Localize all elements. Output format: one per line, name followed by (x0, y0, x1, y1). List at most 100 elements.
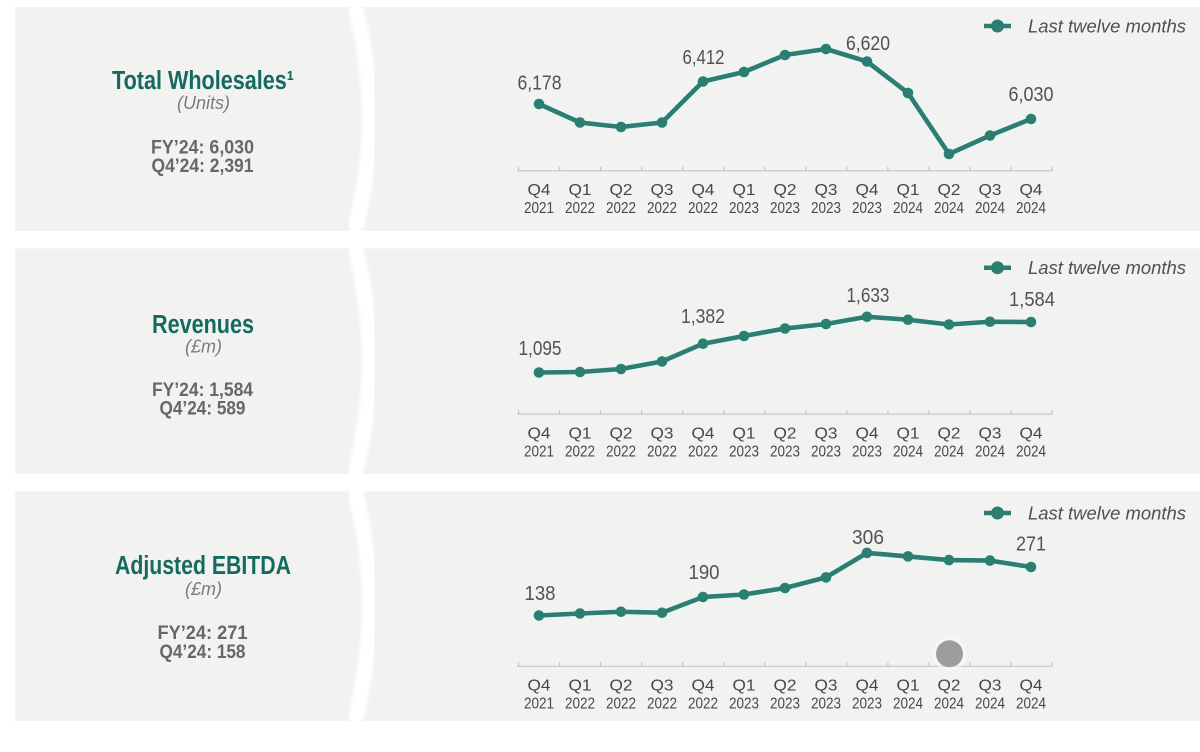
svg-text:2024: 2024 (893, 443, 923, 460)
svg-text:(£m): (£m) (185, 579, 222, 599)
svg-text:2021: 2021 (524, 443, 554, 460)
svg-text:2022: 2022 (647, 696, 677, 713)
svg-text:2024: 2024 (934, 696, 964, 713)
svg-text:Q3: Q3 (651, 678, 674, 695)
svg-text:190: 190 (689, 561, 720, 584)
svg-text:2024: 2024 (893, 696, 923, 713)
svg-text:Q3: Q3 (815, 426, 838, 443)
svg-text:1,382: 1,382 (681, 305, 725, 328)
svg-text:Q3: Q3 (979, 678, 1002, 695)
svg-text:2024: 2024 (1016, 200, 1046, 217)
svg-text:Q3: Q3 (979, 426, 1002, 443)
svg-text:Q1: Q1 (733, 426, 756, 443)
svg-text:2024: 2024 (975, 696, 1005, 713)
svg-text:Q2: Q2 (938, 182, 961, 199)
svg-text:Q1: Q1 (897, 678, 920, 695)
svg-text:Q4’24: 2,391: Q4’24: 2,391 (152, 156, 254, 177)
svg-text:2024: 2024 (1016, 443, 1046, 460)
svg-text:2022: 2022 (688, 696, 718, 713)
svg-text:FY’24: 271: FY’24: 271 (158, 623, 248, 644)
svg-text:Q1: Q1 (733, 678, 756, 695)
svg-text:2023: 2023 (852, 200, 882, 217)
svg-text:Q4: Q4 (856, 678, 879, 695)
svg-text:Q2: Q2 (938, 426, 961, 443)
svg-text:1,633: 1,633 (847, 284, 890, 307)
svg-text:Q3: Q3 (651, 426, 674, 443)
svg-text:(£m): (£m) (185, 337, 222, 357)
svg-text:2023: 2023 (852, 696, 882, 713)
svg-text:2022: 2022 (606, 200, 636, 217)
svg-text:FY’24: 1,584: FY’24: 1,584 (152, 380, 253, 401)
svg-text:2021: 2021 (524, 200, 554, 217)
svg-text:Q3: Q3 (815, 678, 838, 695)
svg-text:2024: 2024 (934, 443, 964, 460)
svg-text:Adjusted EBITDA: Adjusted EBITDA (115, 552, 291, 580)
svg-text:6,412: 6,412 (683, 46, 725, 69)
svg-text:2024: 2024 (975, 200, 1005, 217)
svg-text:Q4: Q4 (692, 426, 715, 443)
svg-text:2024: 2024 (934, 200, 964, 217)
svg-text:2022: 2022 (688, 200, 718, 217)
svg-text:6,620: 6,620 (846, 32, 890, 55)
svg-text:2023: 2023 (729, 200, 759, 217)
svg-text:Q1: Q1 (569, 678, 592, 695)
svg-text:Q4: Q4 (856, 426, 879, 443)
svg-text:(Units): (Units) (177, 93, 230, 113)
svg-text:Q4’24: 589: Q4’24: 589 (160, 399, 246, 420)
svg-text:Q4: Q4 (528, 678, 551, 695)
svg-text:Q1: Q1 (733, 182, 756, 199)
svg-text:Last twelve months: Last twelve months (1028, 257, 1186, 278)
svg-text:2023: 2023 (729, 696, 759, 713)
svg-text:6,178: 6,178 (518, 72, 562, 95)
svg-text:Revenues: Revenues (152, 311, 254, 339)
svg-text:1,095: 1,095 (519, 337, 562, 360)
svg-text:Q2: Q2 (610, 182, 633, 199)
svg-text:2022: 2022 (565, 696, 595, 713)
svg-text:Q4: Q4 (528, 426, 551, 443)
svg-text:Q4: Q4 (856, 182, 879, 199)
svg-text:271: 271 (1016, 533, 1046, 556)
svg-text:2023: 2023 (729, 443, 759, 460)
svg-text:Q4’24: 158: Q4’24: 158 (160, 642, 246, 663)
svg-text:2024: 2024 (975, 443, 1005, 460)
svg-text:2023: 2023 (770, 443, 800, 460)
svg-text:2022: 2022 (647, 200, 677, 217)
svg-text:Q1: Q1 (897, 182, 920, 199)
svg-text:2022: 2022 (606, 443, 636, 460)
svg-text:2022: 2022 (647, 443, 677, 460)
svg-text:2024: 2024 (1016, 696, 1046, 713)
svg-text:Q4: Q4 (692, 182, 715, 199)
svg-text:Q4: Q4 (528, 182, 551, 199)
svg-text:Q4: Q4 (1020, 426, 1043, 443)
svg-text:306: 306 (852, 526, 884, 549)
svg-text:2023: 2023 (852, 443, 882, 460)
svg-text:Q4: Q4 (1020, 678, 1043, 695)
svg-text:Q3: Q3 (979, 182, 1002, 199)
svg-text:Q4: Q4 (1020, 182, 1043, 199)
svg-text:FY’24: 6,030: FY’24: 6,030 (151, 138, 254, 159)
svg-text:2022: 2022 (565, 443, 595, 460)
svg-text:Last twelve months: Last twelve months (1028, 16, 1186, 37)
svg-text:2021: 2021 (524, 696, 554, 713)
svg-text:Q1: Q1 (569, 182, 592, 199)
svg-text:Q1: Q1 (569, 426, 592, 443)
svg-text:2023: 2023 (770, 200, 800, 217)
svg-text:2023: 2023 (770, 696, 800, 713)
svg-text:2022: 2022 (565, 200, 595, 217)
svg-text:Q2: Q2 (774, 182, 797, 199)
svg-text:2024: 2024 (893, 200, 923, 217)
svg-text:Q2: Q2 (610, 426, 633, 443)
svg-text:Q2: Q2 (774, 678, 797, 695)
svg-text:2023: 2023 (811, 200, 841, 217)
svg-text:Q4: Q4 (692, 678, 715, 695)
svg-text:138: 138 (525, 582, 556, 605)
svg-text:2022: 2022 (688, 443, 718, 460)
svg-text:Q2: Q2 (774, 426, 797, 443)
svg-text:Last twelve months: Last twelve months (1028, 503, 1186, 524)
svg-text:6,030: 6,030 (1009, 83, 1054, 106)
svg-text:Q3: Q3 (815, 182, 838, 199)
svg-text:2023: 2023 (811, 696, 841, 713)
svg-text:Q1: Q1 (897, 426, 920, 443)
svg-text:Q3: Q3 (651, 182, 674, 199)
svg-text:1,584: 1,584 (1009, 288, 1055, 311)
